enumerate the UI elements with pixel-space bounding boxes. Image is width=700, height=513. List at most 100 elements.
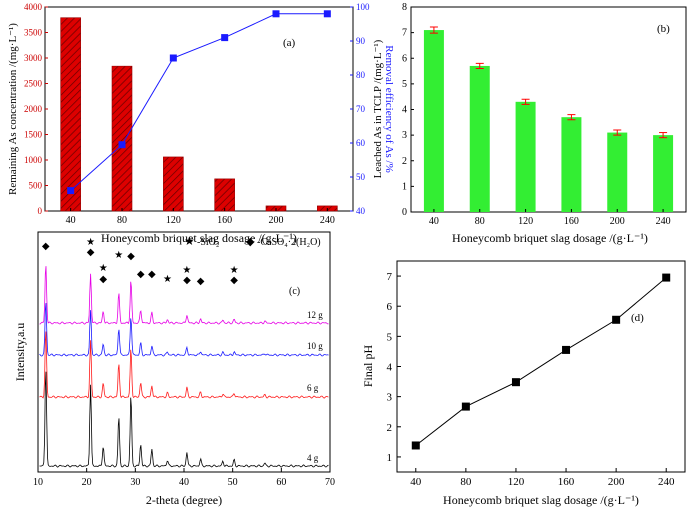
sio2-marker: ★: [114, 250, 123, 261]
series-label: 10 g: [307, 341, 323, 351]
xrd-pattern-line: [39, 371, 329, 468]
left-tick-label: 500: [29, 181, 43, 191]
panel-b: 0 1 2 3 4 5 6 7 8 40 80 120 160 200 240 (b) Honeycomb…: [372, 2, 687, 245]
caso4-marker: ◆: [42, 241, 50, 252]
left-tick-label: 1500: [24, 130, 43, 140]
legend-diamond-label: -CaSO₄·2(H₂O): [257, 237, 321, 248]
xrd-pattern-line: [39, 266, 329, 325]
x-tick-label: 120: [166, 215, 181, 226]
legend-diamond-symbol: ◆: [246, 236, 255, 248]
x-tick-label: 240: [656, 216, 671, 227]
right-tick-label: 50: [356, 172, 366, 182]
panel-c-label: (c): [289, 286, 300, 297]
panel-c-y-axis-title: Intensity,a.u: [13, 323, 27, 382]
panel-a-bars: [60, 17, 338, 212]
panel-c-x-axis-title: 2-theta (degree): [146, 493, 222, 507]
panel-a-removal-line: [67, 10, 331, 195]
sio2-marker: ★: [182, 265, 191, 276]
panel-d-ph-line: [411, 273, 671, 450]
sio2-marker: ★: [86, 237, 95, 248]
y-tick-label: 7: [387, 271, 393, 283]
panel-d-y-ticks: 1 2 3 4 5 6 7: [387, 271, 401, 464]
panel-a-plot-frame: [44, 6, 354, 212]
x-tick-label: 200: [610, 216, 625, 227]
as-concentration-bar: [111, 65, 133, 212]
right-tick-label: 40: [356, 206, 366, 216]
y-tick-label: 0: [402, 207, 407, 218]
caso4-marker: ◆: [148, 269, 156, 280]
right-tick-label: 100: [356, 2, 370, 12]
panel-a-label: (a): [283, 37, 296, 49]
x-tick-label: 80: [117, 215, 127, 226]
final-ph-line: [415, 277, 667, 446]
caso4-marker: ◆: [183, 275, 191, 286]
series-label: 4 g: [307, 453, 319, 463]
panel-d: 1 2 3 4 5 6 7 40 80 120 160 200 240 (d) Honeycomb b…: [361, 260, 686, 507]
right-tick-label: 60: [356, 138, 366, 148]
left-tick-label: 2500: [24, 79, 43, 89]
right-tick-label: 90: [356, 36, 366, 46]
x-tick-label: 120: [518, 216, 533, 227]
xrd-pattern-line: [39, 331, 329, 399]
x-tick-label: 120: [508, 476, 525, 488]
panel-d-label: (d): [631, 312, 644, 324]
caso4-marker: ◆: [137, 269, 145, 280]
panel-b-plot-frame: [410, 6, 687, 213]
leached-as-bar: [653, 135, 674, 212]
x-tick-label: 60: [276, 477, 286, 488]
x-tick-label: 160: [558, 476, 575, 488]
x-tick-label: 40: [429, 216, 439, 227]
sio2-marker: ★: [163, 274, 172, 285]
x-tick-label: 160: [217, 215, 232, 226]
panel-c: 12 g10 g6 g4 g ◆ ★◆★◆★ ◆◆ ◆ ★★◆ ◆★◆ 10 20 30 40 5…: [13, 231, 335, 507]
panel-b-x-axis-title: Honeycomb briquet slag dosage /(g·L⁻¹): [452, 231, 648, 245]
removal-efficiency-point: [118, 141, 126, 149]
leached-as-bar: [469, 65, 490, 212]
panel-a-right-axis-title: Removal efficiency of As /%: [383, 45, 395, 172]
right-tick-label: 70: [356, 104, 366, 114]
y-tick-label: 1: [387, 452, 393, 464]
right-tick-label: 80: [356, 70, 366, 80]
caso4-marker: ◆: [127, 251, 135, 262]
left-tick-label: 3500: [24, 28, 43, 38]
y-tick-label: 7: [402, 28, 407, 39]
series-label: 6 g: [307, 383, 319, 393]
x-tick-label: 80: [475, 216, 485, 227]
removal-efficiency-point: [169, 54, 177, 62]
leached-as-bar: [607, 132, 628, 212]
as-concentration-bar: [214, 178, 235, 212]
leached-as-bar: [423, 30, 444, 212]
x-tick-label: 40: [66, 215, 76, 226]
y-tick-label: 6: [387, 301, 393, 313]
final-ph-point: [511, 378, 520, 387]
caso4-marker: ◆: [230, 275, 238, 286]
caso4-marker: ◆: [99, 274, 107, 285]
x-tick-label: 40: [179, 477, 189, 488]
y-tick-label: 4: [402, 105, 407, 116]
x-tick-label: 80: [460, 476, 472, 488]
x-tick-label: 10: [33, 477, 43, 488]
final-ph-point: [562, 345, 571, 354]
x-tick-label: 200: [269, 215, 284, 226]
panel-a-left-ticks: 0 500 1000 1500 2000 2500 3000 3500 4000: [24, 2, 48, 216]
final-ph-point: [411, 441, 420, 450]
panel-b-label: (b): [657, 23, 670, 35]
x-tick-label: 40: [410, 476, 422, 488]
removal-efficiency-point: [272, 10, 280, 18]
left-tick-label: 4000: [24, 2, 43, 12]
as-concentration-bar: [163, 156, 184, 212]
leached-as-bar: [515, 101, 536, 212]
panel-a-left-axis-title: Remaining As concentration /(mg·L⁻¹): [7, 23, 19, 195]
y-tick-label: 8: [402, 2, 407, 13]
final-ph-point: [461, 402, 470, 411]
leached-as-bar: [561, 117, 582, 212]
panel-a-x-ticks: 40 80 120 160 200 240: [66, 208, 335, 226]
panel-b-y-ticks: 0 1 2 3 4 5 6 7 8: [402, 2, 414, 218]
left-tick-label: 2000: [24, 104, 43, 114]
left-tick-label: 1000: [24, 155, 43, 165]
x-tick-label: 30: [130, 477, 140, 488]
x-tick-label: 20: [82, 477, 92, 488]
y-tick-label: 5: [402, 79, 407, 90]
y-tick-label: 4: [387, 362, 393, 374]
